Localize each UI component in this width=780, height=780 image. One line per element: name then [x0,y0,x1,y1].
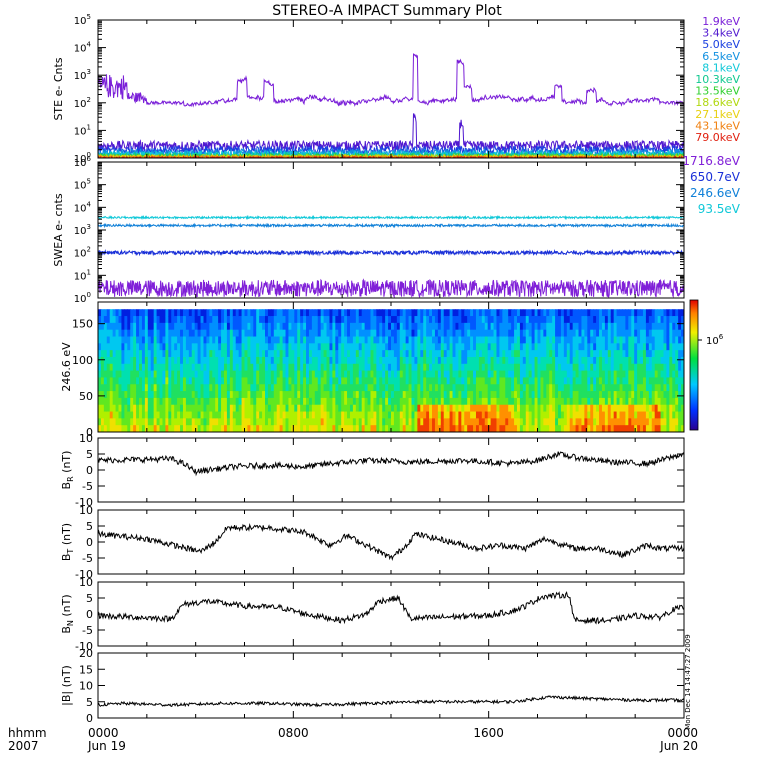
legend-entry-18.6keV: 18.6keV [695,96,740,109]
pad-ytick-label: 100 [72,354,93,367]
time-axis-corner-top: hhmm [8,726,47,740]
time-axis-corner-bottom: 2007 [8,739,39,753]
legend-entry-1.9keV: 1.9keV [702,15,740,28]
legend-entry-246.6eV: 246.6eV [690,186,741,200]
bmag-ylabel: |B| (nT) [60,665,73,706]
br-ytick-label: 10 [79,432,93,445]
time-tick-sublabel: Jun 19 [87,739,126,753]
legend-entry-1716.8eV: 1716.8eV [682,154,740,168]
br-ytick-label: 0 [86,464,93,477]
bt-marks [98,523,684,562]
bt-ytick-label: 0 [86,536,93,549]
bn-series [98,591,684,625]
bt-ytick-label: 10 [79,504,93,517]
bt-ytick-label: -10 [75,568,93,581]
bn-ytick-label: 0 [86,608,93,621]
time-tick-label: 0800 [278,726,309,740]
ste-legend: 1.9keV3.4keV5.0keV6.5keV8.1keV10.3keV13.… [695,15,740,144]
swea-series-246.6eV [98,222,684,229]
br-series [98,451,684,477]
pad-ylabel: 246.6 eV [60,342,73,392]
br-ytick-label: -10 [75,496,93,509]
bt-ytick-label: -5 [82,552,93,565]
swea-legend: 1716.8eV 650.7eV 246.6eV 93.5eV [682,154,740,216]
bn-ytick-label: -10 [75,640,93,653]
ste-series-1.9keV [98,53,684,108]
bt-series [98,523,684,562]
legend-entry-8.1keV: 8.1keV [702,61,740,74]
legend-entry-27.1keV: 27.1keV [695,108,740,121]
legend-entry-13.5keV: 13.5keV [695,85,740,98]
ste-ylabel: STE e- Cnts [52,57,65,120]
swea-series-1716.8eV [98,278,684,298]
colorbar [689,299,699,431]
bmag-ytick-label: 20 [79,647,93,660]
bt-ytick-label: 5 [86,520,93,533]
legend-entry-79.0keV: 79.0keV [695,131,740,144]
legend-entry-6.5keV: 6.5keV [702,50,740,63]
ste-series-5.0keV [98,143,684,156]
pad-marks [98,309,684,432]
swea-series-93.5eV [98,214,684,221]
br-ytick-label: -5 [82,480,93,493]
bn-ytick-label: 5 [86,592,93,605]
legend-entry-43.1keV: 43.1keV [695,119,740,132]
plot-title: STEREO-A IMPACT Summary Plot [272,3,502,19]
legend-entry-10.3keV: 10.3keV [695,73,740,86]
legend-entry-5.0keV: 5.0keV [702,38,740,51]
time-tick-sublabel: Jun 20 [659,739,698,753]
bt-ylabel: BT (nT) [60,523,75,561]
bn-ytick-label: -5 [82,624,93,637]
bmag-ytick-label: 15 [79,663,93,676]
swea-series-650.7eV [98,248,684,257]
time-tick-label: 0000 [667,726,698,740]
panel-bmag: 20 15 10 5 0 |B| (nT) [60,647,685,725]
bmag-ytick-label: 5 [86,696,93,709]
bmag-ytick-label: 0 [86,712,93,725]
legend-entry-650.7eV: 650.7eV [690,170,741,184]
legend-entry-93.5eV: 93.5eV [698,202,741,216]
swea-marks [98,214,684,298]
bmag-series [98,695,684,708]
bn-ylabel: BN (nT) [60,594,75,633]
side-stamp: Mon Dec 14 14:47:27 2009 [684,634,692,729]
bmag-marks [98,695,684,708]
pad-ytick-label: 150 [72,318,93,331]
br-marks [98,451,684,477]
time-tick-label: 0000 [88,726,119,740]
time-tick-label: 1600 [473,726,504,740]
br-ytick-label: 5 [86,448,93,461]
br-ylabel: BR (nT) [60,451,75,490]
legends: 1.9keV3.4keV5.0keV6.5keV8.1keV10.3keV13.… [682,15,740,216]
swea-ylabel: SWEA e- cnts [52,193,65,266]
legend-entry-3.4keV: 3.4keV [702,27,740,40]
ste-series-3.4keV [98,113,684,153]
pad-ytick-label: 50 [79,390,93,403]
bmag-ytick-label: 10 [79,680,93,693]
pad-ytick-label: 0 [86,426,93,439]
bn-marks [98,591,684,625]
bn-ytick-label: 10 [79,576,93,589]
